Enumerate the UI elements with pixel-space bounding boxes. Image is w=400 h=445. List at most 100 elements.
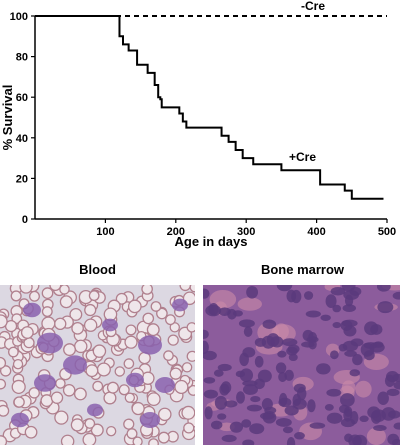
cell-nucleus xyxy=(393,422,400,430)
red-blood-cell xyxy=(123,418,135,430)
cell-nucleus xyxy=(377,301,394,314)
red-blood-cell xyxy=(105,425,117,437)
red-blood-cell xyxy=(13,396,25,408)
cell-nucleus xyxy=(340,393,355,407)
cell-nucleus xyxy=(238,319,255,328)
leukocyte xyxy=(37,332,63,354)
cell-nucleus xyxy=(377,391,389,405)
red-blood-cell xyxy=(69,307,83,321)
red-blood-cell xyxy=(49,285,62,292)
cell-nucleus xyxy=(276,285,293,292)
red-blood-cell xyxy=(24,425,38,439)
cell-nucleus xyxy=(352,436,362,445)
red-blood-cell xyxy=(92,344,107,358)
red-blood-cell xyxy=(59,285,70,295)
cell-nucleus xyxy=(316,363,331,375)
red-blood-cell xyxy=(59,295,73,309)
red-blood-cell xyxy=(29,290,40,302)
cytoplasm-patch xyxy=(366,427,386,445)
cell-nucleus xyxy=(203,350,217,361)
red-blood-cell xyxy=(142,312,155,325)
y-tick-label: 0 xyxy=(22,214,28,226)
blood-panel-title: Blood xyxy=(79,262,116,277)
cell-nucleus xyxy=(309,422,326,429)
red-blood-cell xyxy=(20,326,34,339)
cell-nucleus xyxy=(376,285,391,292)
cell-nucleus xyxy=(330,287,346,296)
cell-nucleus xyxy=(367,406,381,419)
cell-nucleus xyxy=(262,411,277,424)
red-blood-cell xyxy=(187,384,195,396)
cell-nucleus xyxy=(344,350,357,357)
cell-nucleus xyxy=(373,424,387,432)
red-blood-cell xyxy=(179,285,192,292)
cell-nucleus xyxy=(203,288,210,299)
cell-nucleus xyxy=(338,404,350,414)
bone-marrow-image xyxy=(203,285,400,445)
x-axis-label: Age in days xyxy=(175,234,248,249)
red-blood-cell xyxy=(0,435,8,445)
cell-nucleus xyxy=(236,391,245,404)
cell-nucleus xyxy=(303,291,314,300)
red-blood-cell xyxy=(83,318,98,332)
leukocyte xyxy=(140,412,160,428)
red-blood-cell xyxy=(92,380,104,392)
cell-nucleus xyxy=(324,403,334,411)
cell-nucleus xyxy=(392,291,400,300)
cell-nucleus xyxy=(292,393,302,407)
red-blood-cell xyxy=(183,422,195,434)
leukocyte xyxy=(34,374,56,392)
cell-nucleus xyxy=(270,336,284,348)
cell-nucleus xyxy=(277,350,287,358)
red-blood-cell xyxy=(54,410,69,425)
red-blood-cell xyxy=(127,299,142,314)
leukocyte xyxy=(172,298,188,312)
y-tick-label: 100 xyxy=(10,11,28,23)
red-blood-cell xyxy=(84,418,96,429)
cell-nucleus xyxy=(350,410,359,425)
cell-nucleus xyxy=(210,420,223,430)
cell-nucleus xyxy=(208,303,219,316)
red-blood-cell xyxy=(174,379,189,395)
red-blood-cell xyxy=(54,317,67,331)
cell-nucleus xyxy=(291,289,302,304)
red-blood-cell xyxy=(0,314,8,329)
red-blood-cell xyxy=(55,378,66,389)
red-blood-cell xyxy=(146,392,161,407)
red-blood-cell xyxy=(0,404,10,417)
cell-nucleus xyxy=(214,395,228,410)
cell-nucleus xyxy=(359,415,369,423)
cell-nucleus xyxy=(254,355,264,368)
red-blood-cell xyxy=(158,407,172,422)
cell-nucleus xyxy=(219,383,230,396)
red-blood-cell xyxy=(163,350,174,361)
cell-nucleus xyxy=(305,310,321,318)
x-tick-label: 200 xyxy=(167,226,185,238)
cell-nucleus xyxy=(342,340,359,352)
cytoplasm-patch xyxy=(237,297,262,311)
red-blood-cell xyxy=(164,314,176,326)
red-blood-cell xyxy=(131,401,145,416)
cell-nucleus xyxy=(213,369,224,377)
cell-nucleus xyxy=(221,434,237,443)
cell-nucleus xyxy=(387,433,400,445)
cell-nucleus xyxy=(254,378,265,390)
red-blood-cell xyxy=(88,290,100,302)
cell-nucleus xyxy=(360,342,375,357)
cell-nucleus xyxy=(243,326,253,337)
cell-nucleus xyxy=(203,340,209,354)
x-tick-label: 400 xyxy=(307,226,325,238)
cell-nucleus xyxy=(343,325,357,337)
cell-nucleus xyxy=(275,417,292,427)
cell-nucleus xyxy=(332,321,342,329)
cell-nucleus xyxy=(330,350,339,360)
cell-nucleus xyxy=(349,369,360,377)
cell-nucleus xyxy=(344,294,354,307)
leukocyte xyxy=(126,372,144,388)
cell-nucleus xyxy=(254,337,267,347)
red-blood-cell xyxy=(0,365,12,377)
red-blood-cell xyxy=(73,387,87,401)
red-blood-cell xyxy=(103,391,117,405)
cell-nucleus xyxy=(352,354,363,366)
